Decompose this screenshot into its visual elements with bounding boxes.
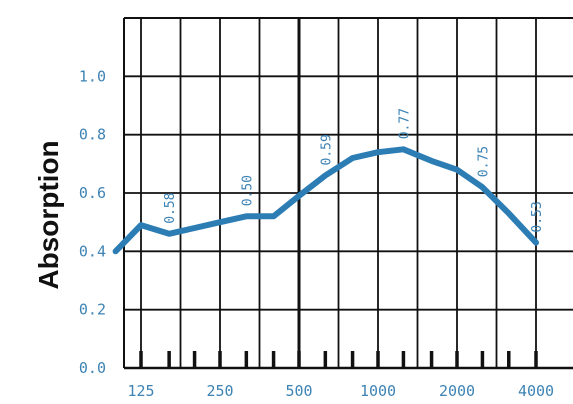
data-label: 0.58	[163, 192, 178, 223]
data-label: 0.50	[240, 175, 255, 206]
x-tick-label: 500	[285, 382, 312, 400]
x-tick-label: 250	[206, 382, 233, 400]
y-tick-label: 0.0	[79, 359, 106, 377]
y-tick-labels: 0.0 0.2 0.4 0.6 0.8 1.0	[79, 67, 106, 377]
x-tick-labels: 125 250 500 1000 2000 4000	[127, 382, 554, 400]
y-tick-label: 0.6	[79, 184, 106, 202]
x-tick-label: 125	[127, 382, 154, 400]
absorption-line	[112, 146, 539, 255]
y-tick-label: 0.4	[79, 242, 106, 260]
minor-ticks	[139, 351, 538, 368]
data-labels: 0.58 0.50 0.59 0.77 0.75 0.53	[163, 108, 545, 233]
y-tick-label: 0.2	[79, 301, 106, 319]
y-axis-label: Absorption	[33, 140, 64, 289]
y-tick-label: 1.0	[79, 67, 106, 85]
x-tick-label: 2000	[439, 382, 475, 400]
x-tick-label: 4000	[518, 382, 554, 400]
y-tick-label: 0.8	[79, 126, 106, 144]
grid	[123, 17, 573, 370]
x-tick-label: 1000	[360, 382, 396, 400]
series-line	[112, 146, 539, 255]
data-label: 0.77	[397, 108, 412, 139]
data-label: 0.59	[319, 134, 334, 165]
data-label: 0.53	[530, 201, 545, 232]
data-label: 0.75	[476, 146, 491, 177]
